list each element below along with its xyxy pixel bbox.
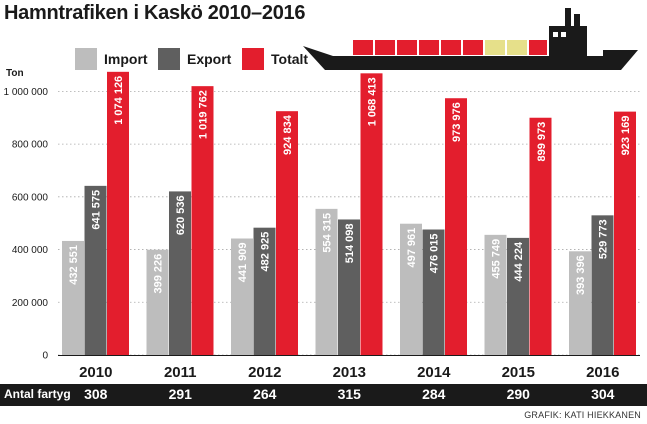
- data-label-import-2013: 554 315: [322, 213, 334, 253]
- y-tick-label: 800 000: [12, 140, 49, 151]
- y-axis-unit-label: Ton: [6, 68, 24, 79]
- data-label-import-2011: 399 226: [153, 254, 165, 294]
- bar-chart: Ton 0 200 000 400 000 600 000 800 000 1 000 0…: [4, 68, 640, 381]
- data-label-import-2010: 432 551: [68, 245, 80, 285]
- x-tick-label-2012: 2012: [248, 364, 281, 381]
- legend-swatch-import: [75, 48, 97, 70]
- data-label-import-2015: 455 749: [491, 239, 503, 279]
- bar-export-2016: [591, 215, 614, 355]
- data-label-export-2016: 529 773: [598, 219, 610, 259]
- data-label-export-2014: 476 015: [429, 234, 441, 274]
- y-tick-label: 0: [42, 351, 48, 362]
- x-tick-label-2011: 2011: [164, 364, 197, 381]
- data-label-import-2016: 393 396: [575, 255, 587, 295]
- x-tick-label-2015: 2015: [502, 364, 535, 381]
- data-label-totalt-2013: 1 068 413: [367, 77, 379, 126]
- fleet-count-2010: 308: [84, 386, 108, 402]
- data-label-export-2010: 641 575: [91, 190, 103, 230]
- bar-import-2013: [315, 208, 338, 355]
- bar-export-2012: [253, 227, 276, 355]
- y-tick-label: 1 000 000: [4, 87, 49, 98]
- fleet-count-2013: 315: [337, 386, 361, 402]
- legend-item-totalt: Totalt: [242, 48, 308, 70]
- data-label-import-2014: 497 961: [406, 228, 418, 268]
- bar-import-2014: [400, 223, 422, 355]
- bar-totalt-2010: [107, 71, 129, 356]
- fleet-count-2014: 284: [422, 386, 446, 402]
- data-label-export-2015: 444 224: [513, 241, 525, 282]
- bar-totalt-2015: [529, 117, 552, 355]
- bar-totalt-2013: [360, 73, 383, 355]
- legend-item-import: Import: [75, 48, 148, 70]
- bar-import-2012: [231, 238, 253, 355]
- chart-title: Hamntrafiken i Kaskö 2010–2016: [4, 2, 306, 24]
- x-tick-label-2014: 2014: [417, 364, 451, 381]
- graphic-credit: GRAFIK: KATI HIEKKANEN: [524, 410, 641, 420]
- bar-totalt-2014: [445, 98, 467, 355]
- x-tick-label-2010: 2010: [79, 364, 112, 381]
- legend-swatch-totalt: [242, 48, 264, 70]
- data-label-totalt-2012: 924 834: [282, 114, 294, 155]
- bar-export-2015: [507, 237, 529, 355]
- legend-swatch-export: [158, 48, 180, 70]
- x-tick-label-2013: 2013: [333, 364, 366, 381]
- bar-import-2010: [62, 240, 84, 355]
- fleet-count-2012: 264: [253, 386, 277, 402]
- fleet-band: [0, 384, 647, 406]
- bar-totalt-2016: [614, 111, 636, 355]
- bar-totalt-2011: [191, 86, 214, 355]
- fleet-label: Antal fartyg: [4, 387, 71, 401]
- y-tick-label: 400 000: [12, 245, 49, 256]
- x-tick-label-2016: 2016: [586, 364, 619, 381]
- data-label-totalt-2014: 973 976: [451, 102, 463, 142]
- fleet-count-2011: 291: [168, 386, 192, 402]
- bar-import-2015: [484, 234, 507, 355]
- bar-export-2011: [169, 191, 191, 355]
- fleet-count-2016: 304: [591, 386, 615, 402]
- bars: 432 551 641 575 1 074 126 399 226 620 536 1 0…: [58, 71, 640, 356]
- legend-label-import: Import: [104, 51, 148, 67]
- fleet-count-2015: 290: [506, 386, 530, 402]
- bar-export-2013: [338, 219, 360, 355]
- data-label-export-2013: 514 098: [344, 223, 356, 263]
- y-tick-label: 600 000: [12, 192, 49, 203]
- bar-totalt-2012: [276, 111, 298, 355]
- data-label-totalt-2016: 923 169: [620, 116, 632, 156]
- data-label-totalt-2011: 1 019 762: [198, 90, 210, 139]
- bar-import-2011: [146, 249, 169, 355]
- data-label-totalt-2010: 1 074 126: [113, 76, 125, 125]
- data-label-export-2012: 482 925: [260, 232, 272, 272]
- data-label-export-2011: 620 536: [175, 195, 187, 235]
- data-label-import-2012: 441 909: [237, 242, 249, 282]
- y-tick-label: 200 000: [12, 298, 49, 309]
- bar-export-2014: [422, 229, 445, 355]
- data-label-totalt-2015: 899 973: [536, 122, 548, 162]
- bar-export-2010: [84, 185, 107, 355]
- cargo-ship-icon: [303, 8, 638, 70]
- x-axis: 2010 2011 2012 2013 2014 2015 2016: [79, 364, 619, 381]
- legend-label-export: Export: [187, 51, 232, 67]
- legend-label-totalt: Totalt: [271, 51, 309, 67]
- bar-import-2016: [569, 251, 591, 355]
- y-axis: 0 200 000 400 000 600 000 800 000 1 000 000: [4, 87, 49, 362]
- legend-item-export: Export: [158, 48, 231, 70]
